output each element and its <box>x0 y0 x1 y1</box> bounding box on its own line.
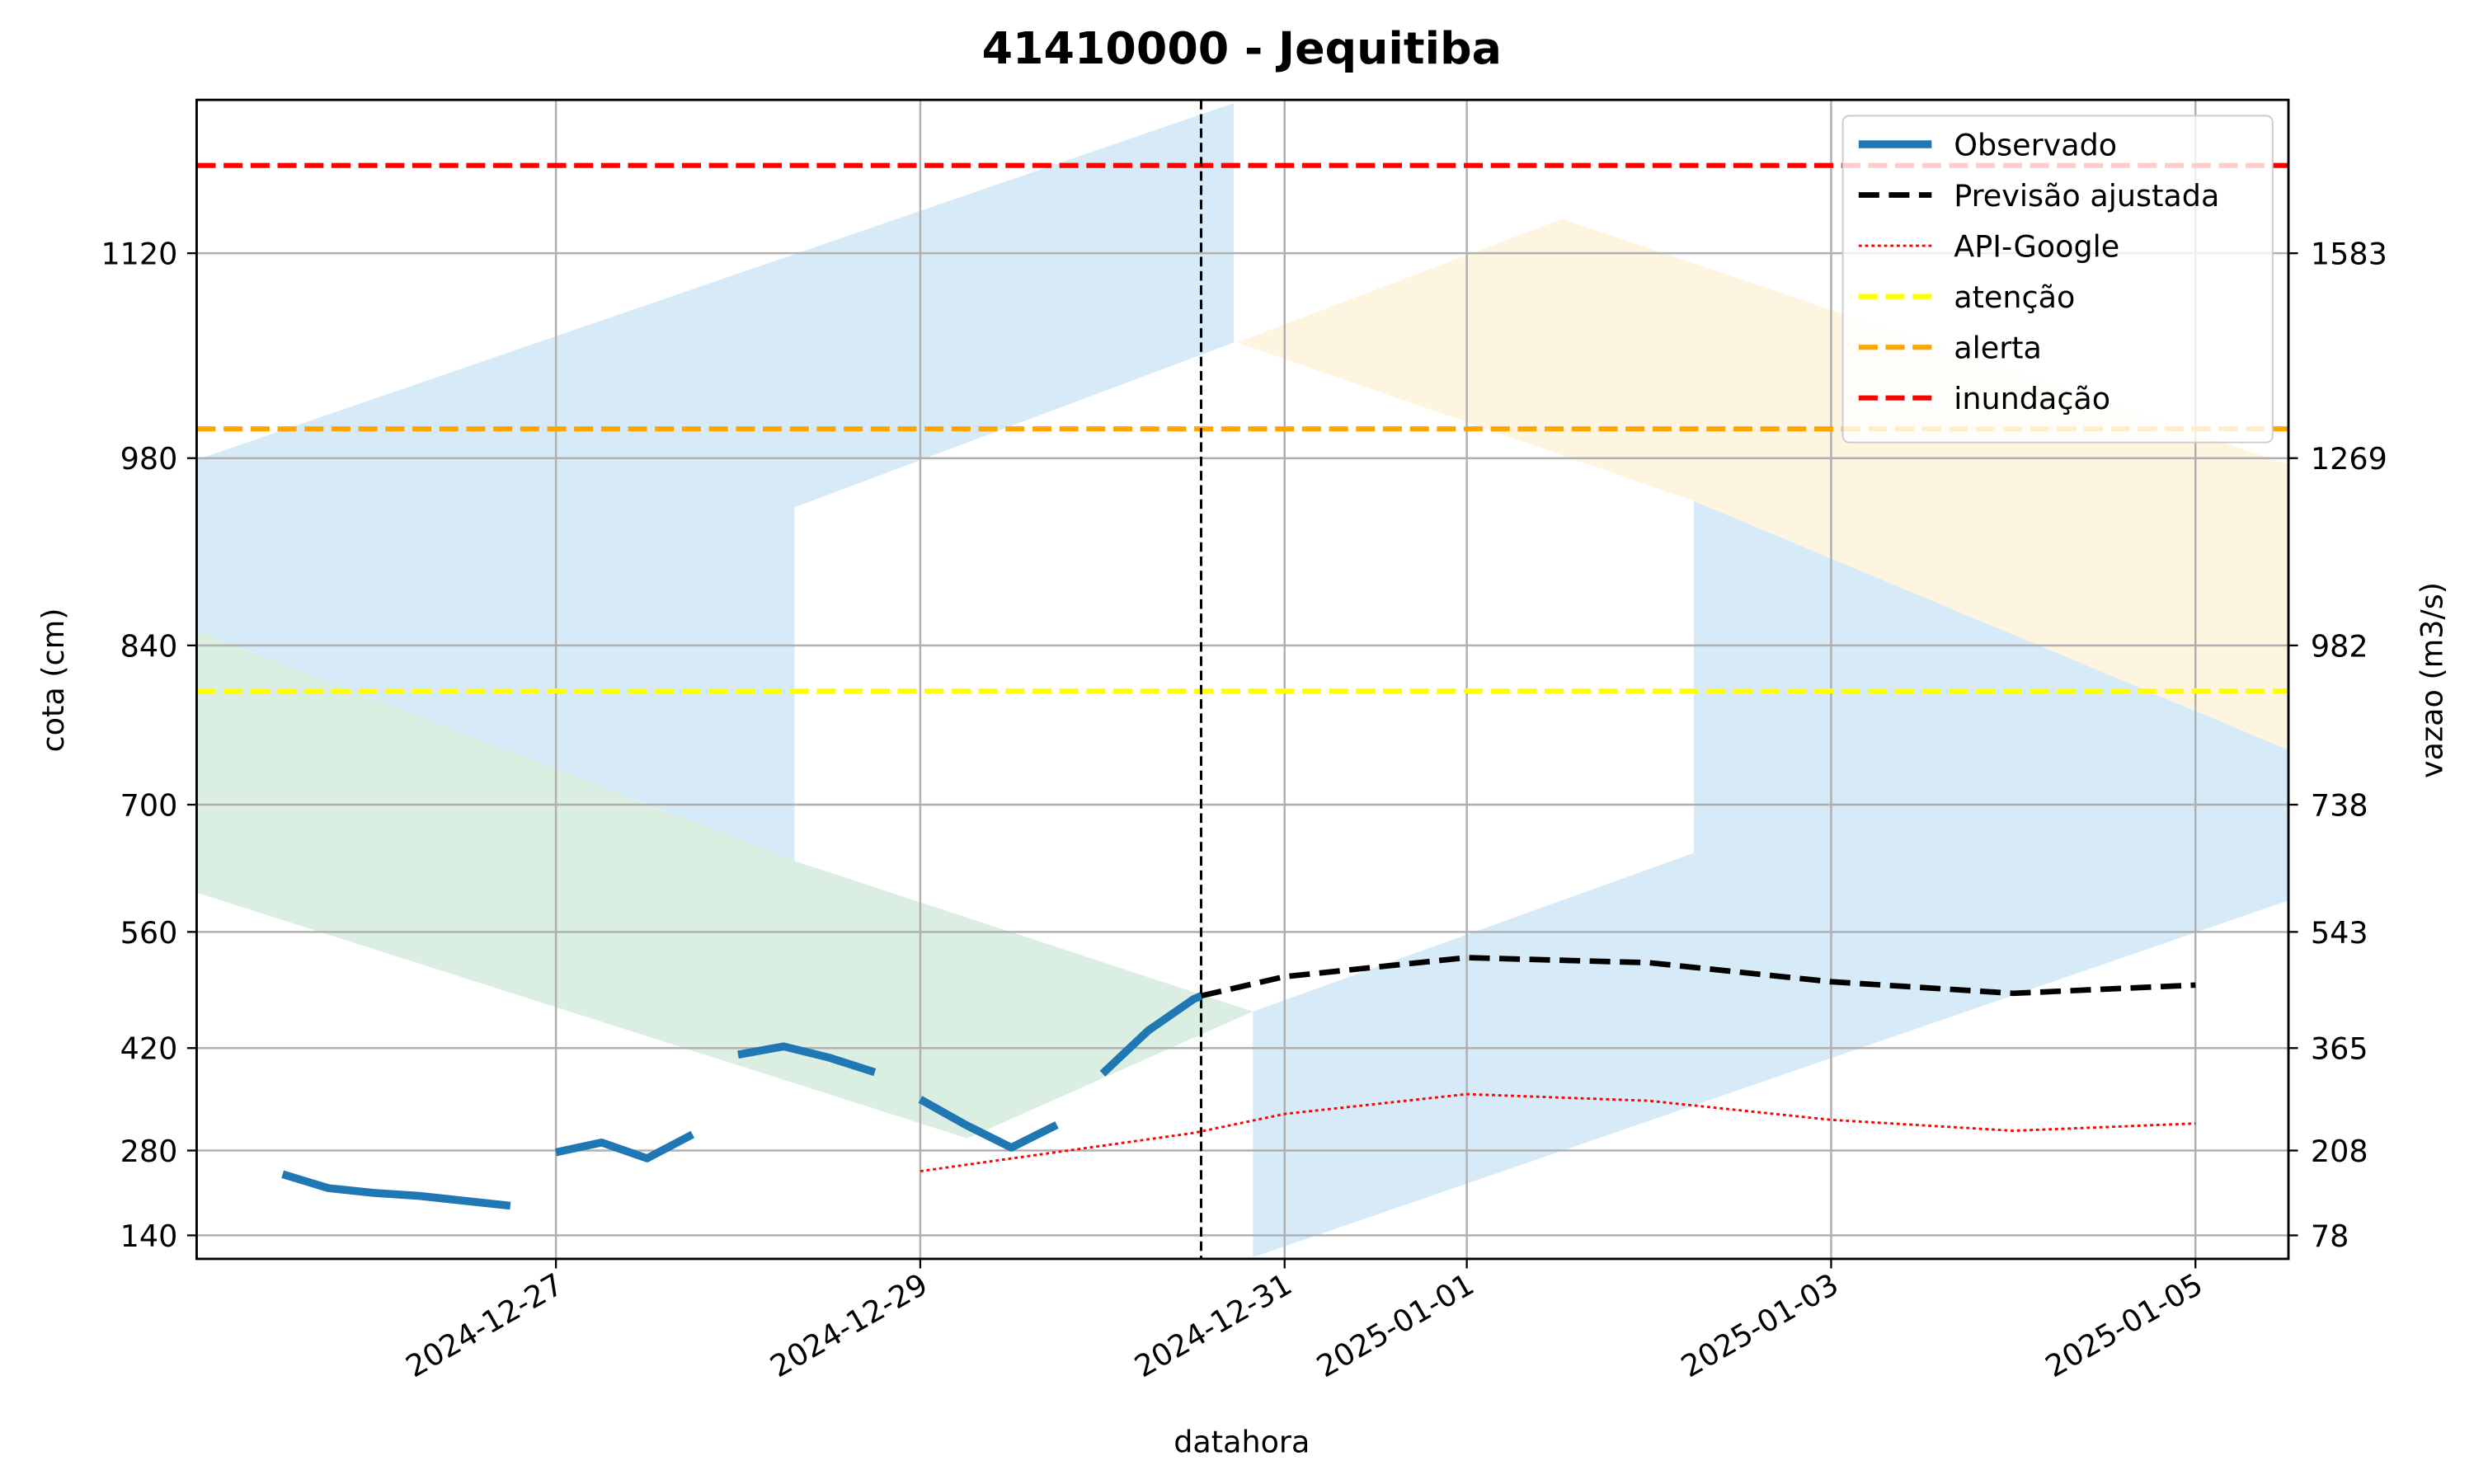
watermark <box>196 103 2288 1257</box>
watermark-shape <box>196 103 1235 862</box>
legend-box <box>1841 115 2274 444</box>
series-line <box>281 992 1203 1210</box>
y-tick-label: 980 <box>120 441 178 477</box>
y-tick-label: 1120 <box>101 237 177 272</box>
y2-tick-label: 982 <box>2311 628 2368 664</box>
legend-label: inundação <box>1954 381 2110 416</box>
y2-tick-label: 1269 <box>2311 441 2387 477</box>
y2-tick-label: 208 <box>2311 1134 2368 1169</box>
series-line <box>920 1092 2196 1173</box>
plot-frame <box>195 98 2290 1261</box>
y2-tick-label: 543 <box>2311 915 2368 951</box>
y-tick-label: 700 <box>120 787 178 823</box>
legend-label: alerta <box>1954 331 2042 366</box>
legend-label: Observado <box>1954 127 2117 162</box>
series-line <box>1200 955 2196 999</box>
y2-tick-label: 78 <box>2311 1219 2349 1254</box>
x-axis-label: datahora <box>1174 1425 1310 1460</box>
chart-title: 41410000 - Jequitiba <box>982 22 1502 74</box>
plot-layer: 2024-12-27 2024-12-29 2024-12-31 2025-01-01… <box>101 98 2387 1384</box>
y-tick-label: 840 <box>120 628 178 664</box>
watermark-shape <box>1237 218 2288 750</box>
legend-label: Previsão ajustada <box>1954 178 2219 214</box>
legend-label: API-Google <box>1954 229 2119 265</box>
watermark-shape <box>1253 500 2288 1257</box>
y2-tick-label: 738 <box>2311 787 2368 823</box>
y-axis-label: cota (cm) <box>35 608 71 753</box>
y2-axis-label: vazao (m3/s) <box>2415 582 2450 778</box>
y2-tick-label: 365 <box>2311 1031 2368 1067</box>
y-tick-label: 280 <box>120 1134 178 1169</box>
legend: Observado Previsão ajustada API-Google aten… <box>1841 115 2274 444</box>
y2-tick-label: 1583 <box>2311 237 2387 272</box>
watermark-shape <box>196 631 1253 1139</box>
y-tick-label: 560 <box>120 915 178 951</box>
y-tick-label: 140 <box>120 1219 178 1254</box>
legend-label: atenção <box>1954 279 2075 315</box>
y-tick-label: 420 <box>120 1031 178 1067</box>
